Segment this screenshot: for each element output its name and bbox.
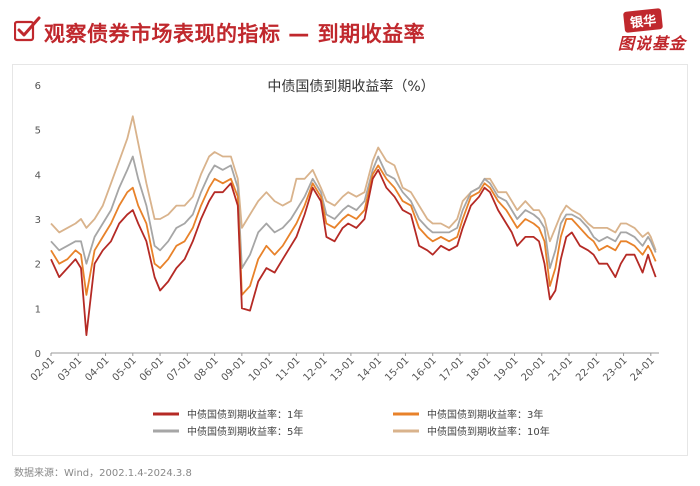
y-tick-label: 6 <box>35 81 41 92</box>
brand-logo: 银华 图说基金 <box>600 6 690 58</box>
chart-panel: 中债国债到期收益率（%） 0 1 2 3 4 5 6 02-01 03-01 04-01 05-0… <box>12 64 688 456</box>
chart-title: 中债国债到期收益率（%） <box>267 78 434 95</box>
y-axis: 0 1 2 3 4 5 6 <box>35 81 41 360</box>
x-tick-label: 03-01 <box>56 355 84 383</box>
x-tick-label: 20-01 <box>520 355 548 383</box>
x-tick-label: 06-01 <box>138 355 166 383</box>
line-chart: 中债国债到期收益率（%） 0 1 2 3 4 5 6 02-0103-0104-0105-0… <box>29 78 659 438</box>
y-tick-label: 1 <box>35 304 41 315</box>
x-tick-label: 14-01 <box>356 355 384 383</box>
legend-label: 中债国债到期收益率：1年 <box>187 408 303 421</box>
checkbox-check-icon <box>14 16 41 42</box>
x-tick-label: 02-01 <box>29 355 57 383</box>
x-tick-label: 23-01 <box>601 355 629 383</box>
x-tick-label: 24-01 <box>629 355 657 383</box>
x-tick-label: 18-01 <box>465 355 493 383</box>
y-tick-label: 2 <box>35 260 41 271</box>
x-tick-label: 22-01 <box>574 355 602 383</box>
x-axis: 02-0103-0104-0105-0106-0107-0108-0109-01… <box>29 352 659 384</box>
x-tick-label: 10-01 <box>247 355 275 383</box>
y-tick-label: 0 <box>35 349 41 360</box>
legend-label: 中债国债到期收益率：10年 <box>427 425 550 438</box>
y-tick-label: 3 <box>35 215 41 226</box>
y-tick-label: 4 <box>35 170 41 181</box>
data-source-note: 数据来源：Wind，2002.1.4-2024.3.8 <box>14 468 192 479</box>
legend-label: 中债国债到期收益率：3年 <box>427 408 543 421</box>
legend-label: 中债国债到期收益率：5年 <box>187 425 303 438</box>
x-tick-label: 21-01 <box>547 355 575 383</box>
x-tick-label: 04-01 <box>83 355 111 383</box>
series-lines <box>50 115 657 336</box>
series-line-10y <box>50 115 657 251</box>
logo-text-bottom: 图说基金 <box>617 34 686 53</box>
x-tick-label: 12-01 <box>301 355 329 383</box>
x-tick-label: 16-01 <box>410 355 438 383</box>
x-tick-label: 15-01 <box>383 355 411 383</box>
series-line-3y <box>50 164 657 296</box>
x-tick-label: 11-01 <box>274 355 302 383</box>
series-line-1y <box>50 169 657 336</box>
x-tick-label: 05-01 <box>111 355 139 383</box>
x-tick-label: 19-01 <box>492 355 520 383</box>
x-tick-label: 09-01 <box>220 355 248 383</box>
x-tick-label: 08-01 <box>192 355 220 383</box>
x-tick-label: 17-01 <box>438 355 466 383</box>
series-line-5y <box>50 155 657 269</box>
header: 观察债券市场表现的指标 — 到期收益率 银华 图说基金 <box>0 0 700 64</box>
x-tick-label: 07-01 <box>165 355 193 383</box>
page-title: 观察债券市场表现的指标 — 到期收益率 <box>44 22 426 46</box>
y-tick-label: 5 <box>35 126 41 137</box>
x-tick-label: 13-01 <box>329 355 357 383</box>
